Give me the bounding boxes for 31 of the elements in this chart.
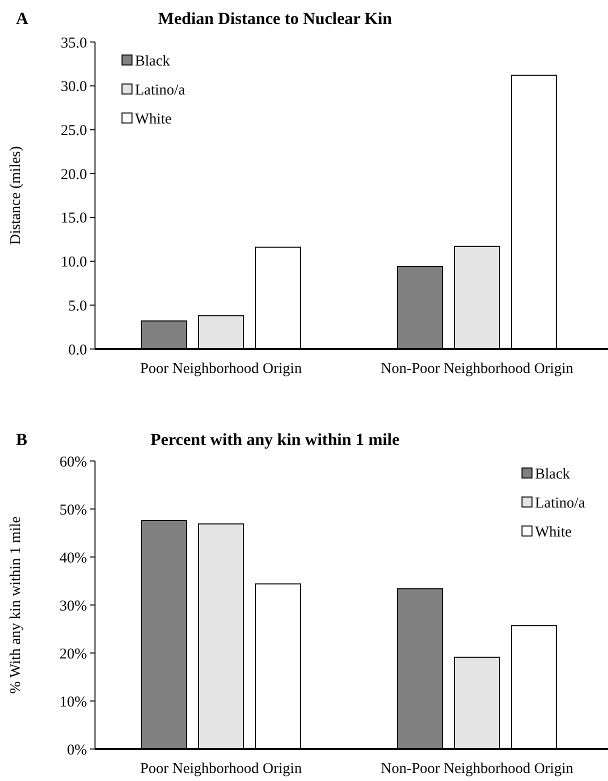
legend-label: White [135,111,172,128]
legend-label: White [535,524,572,540]
y-tick-label: 30.0 [60,79,87,96]
y-tick-label: 10.0 [60,254,87,271]
y-tick-label: 35.0 [60,35,87,52]
y-tick-label: 5.0 [68,298,87,314]
chart-title: Percent with any kin within 1 mile [150,430,400,449]
legend-label: Black [135,53,170,70]
x-tick-label: Non-Poor Neighborhood Origin [380,761,574,777]
y-tick-label: 50% [60,502,87,518]
y-tick-label: 0.0 [68,342,87,358]
chart-title: Median Distance to Nuclear Kin [158,9,392,28]
y-tick-label: 60% [60,454,87,470]
y-tick-label: 0% [67,742,87,758]
y-axis-title: Distance (miles) [8,146,24,245]
y-axis-title: % With any kin within 1 mile [8,516,24,694]
y-tick-label: 20.0 [60,166,87,183]
y-tick-label: 20% [60,646,87,662]
y-tick-label: 15.0 [60,210,87,227]
legend-label: Latino/a [135,82,186,98]
y-tick-label: 25.0 [60,122,87,139]
text: B [16,430,28,449]
legend-label: Latino/a [535,495,586,512]
legend-label: Black [535,466,570,482]
y-tick-label: 10% [60,694,87,710]
x-tick-label: Non-Poor Neighborhood Origin [380,361,574,377]
y-tick-label: 40% [60,550,87,566]
y-tick-label: 30% [60,598,87,614]
x-tick-label: Poor Neighborhood Origin [140,361,302,377]
x-tick-label: Poor Neighborhood Origin [140,761,302,777]
text: A [16,9,29,28]
